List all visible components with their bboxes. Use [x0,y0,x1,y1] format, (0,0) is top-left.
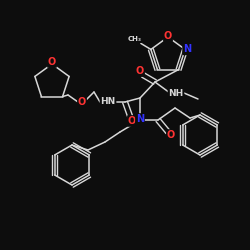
Text: CH₃: CH₃ [128,36,142,43]
Text: N: N [136,114,144,124]
Text: O: O [128,116,136,126]
Text: O: O [48,57,56,67]
Text: O: O [164,31,172,41]
Text: HN: HN [100,98,116,106]
Text: O: O [78,97,86,107]
Text: O: O [136,66,144,76]
Text: NH: NH [168,88,184,98]
Text: O: O [167,130,175,140]
Text: N: N [183,44,191,54]
